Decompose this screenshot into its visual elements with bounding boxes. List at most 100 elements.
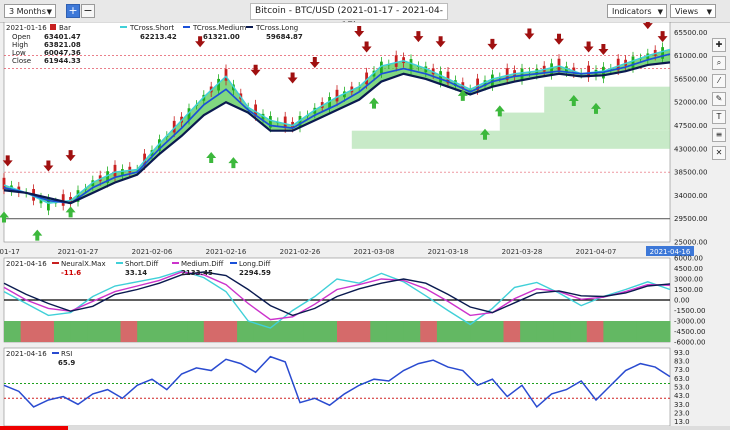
date-x-tick-label: 2021-03-18 bbox=[428, 248, 469, 256]
buy-arrow-icon bbox=[494, 105, 505, 117]
neuralx-bar bbox=[353, 321, 371, 342]
sell-arrow-icon bbox=[583, 41, 594, 53]
pencil-icon[interactable]: ✎ bbox=[712, 92, 726, 106]
diff-y-tick-label: 3000.00 bbox=[674, 276, 703, 284]
neuralx-bar bbox=[237, 321, 255, 342]
neuralx-bar bbox=[586, 321, 604, 342]
neuralx-bar bbox=[170, 321, 188, 342]
zoom-icon[interactable]: ⌕ bbox=[712, 56, 726, 70]
sell-arrow-icon bbox=[413, 31, 424, 43]
sell-arrow-icon bbox=[2, 155, 13, 167]
chevron-down-icon: ▼ bbox=[657, 8, 663, 16]
buy-arrow-icon bbox=[591, 102, 601, 114]
sell-arrow-icon bbox=[354, 25, 365, 37]
neuralx-bar bbox=[620, 321, 638, 342]
chart-area[interactable]: 65500.00 61000.00 56500.00 52000.00 47500.00… bbox=[0, 22, 730, 426]
neuralx-bar bbox=[70, 321, 88, 342]
zoom-in-button[interactable]: + bbox=[66, 4, 80, 18]
bar-legend-swatch bbox=[50, 24, 56, 30]
rsi-legend-date: 2021-04-16 bbox=[6, 350, 47, 358]
support-zone bbox=[544, 86, 670, 113]
tcross-medium-line bbox=[3, 53, 671, 205]
ohlc-label: Close bbox=[12, 57, 31, 65]
neuralx-bar bbox=[570, 321, 588, 342]
candle-body bbox=[328, 97, 331, 109]
rsi-legend-value: 65.9 bbox=[58, 359, 75, 367]
candle-body bbox=[76, 190, 80, 202]
progress-bar[interactable] bbox=[0, 426, 730, 430]
sell-arrow-icon bbox=[250, 64, 261, 76]
long-diff-line bbox=[3, 271, 671, 317]
series-legend-value: 59684.87 bbox=[266, 33, 303, 41]
indicators-select[interactable]: Indicators ▼ bbox=[607, 4, 667, 18]
ohlc-label: High bbox=[12, 41, 28, 49]
candle-body bbox=[550, 63, 553, 75]
rsi-y-tick-label: 73.0 bbox=[674, 366, 690, 374]
neuralx-bar bbox=[37, 321, 55, 342]
fib-tool-icon[interactable]: ≡ bbox=[712, 128, 726, 142]
current-date-marker bbox=[646, 246, 694, 256]
diff-y-tick-label: -6000.00 bbox=[674, 339, 705, 347]
neuralx-bar bbox=[453, 321, 471, 342]
sell-arrow-icon bbox=[43, 160, 54, 172]
diff-y-tick-label: -4500.00 bbox=[674, 328, 705, 336]
sell-arrow-icon bbox=[598, 44, 609, 56]
neuralx-bar bbox=[153, 321, 171, 342]
sell-arrow-icon bbox=[65, 150, 76, 162]
text-tool-icon[interactable]: T bbox=[712, 110, 726, 124]
neuralx-bar bbox=[120, 321, 138, 342]
sell-arrow-icon bbox=[435, 36, 446, 48]
sell-arrow-icon bbox=[554, 33, 564, 45]
neuralx-bar bbox=[187, 321, 205, 342]
series-legend-name: TCross.Medium bbox=[192, 24, 246, 32]
ohlc-value: 60047.36 bbox=[44, 49, 81, 57]
price-y-tick-label: 56500.00 bbox=[674, 75, 707, 83]
buy-arrow-icon bbox=[568, 95, 579, 107]
price-y-tick-label: 43000.00 bbox=[674, 145, 707, 153]
rsi-y-tick-label: 53.0 bbox=[674, 384, 690, 392]
date-x-tick-label: 2021-04-07 bbox=[576, 248, 617, 256]
candle-body bbox=[47, 198, 50, 211]
series-legend-name: TCross.Short bbox=[129, 24, 174, 32]
diff-y-tick-label: -1500.00 bbox=[674, 307, 705, 315]
candle-body bbox=[217, 78, 220, 91]
tcross-long-line bbox=[3, 61, 671, 205]
series-legend-value: 62213.42 bbox=[140, 33, 177, 41]
neuralx-bar bbox=[103, 321, 122, 342]
zoom-out-button[interactable]: − bbox=[81, 4, 95, 18]
neuralx-bar bbox=[337, 321, 355, 342]
candle-body bbox=[143, 153, 146, 166]
ohlc-label: Low bbox=[12, 49, 26, 57]
series-legend-value: 61321.00 bbox=[203, 33, 240, 41]
chart-title: Bitcoin - BTC/USD (2021-01-17 - 2021-04-… bbox=[250, 3, 448, 31]
diff-y-tick-label: 1500.00 bbox=[674, 286, 703, 294]
candle-body bbox=[61, 194, 65, 206]
crosshair-icon[interactable]: ✚ bbox=[712, 38, 726, 52]
rsi-y-tick-label: 23.0 bbox=[674, 410, 690, 418]
buy-arrow-icon bbox=[228, 157, 239, 169]
neuralx-bar bbox=[320, 321, 338, 342]
candle-body bbox=[298, 116, 302, 128]
ohlc-value: 63821.08 bbox=[44, 41, 81, 49]
buy-arrow-icon bbox=[480, 128, 490, 140]
diff-legend-value: 2294.59 bbox=[239, 269, 271, 277]
date-x-tick-label: 2021-03-08 bbox=[354, 248, 395, 256]
rsi-y-tick-label: 83.0 bbox=[674, 358, 690, 366]
neuralx-bar bbox=[403, 321, 421, 342]
date-x-tick-label: 2021-01-27 bbox=[58, 248, 99, 256]
line-tool-icon[interactable]: ⁄ bbox=[712, 74, 726, 88]
candle-body bbox=[557, 58, 561, 71]
candle-body bbox=[283, 116, 287, 129]
short-diff-line bbox=[3, 269, 671, 329]
indicators-label: Indicators bbox=[612, 7, 652, 16]
period-select[interactable]: 3 Months ▼ bbox=[4, 4, 56, 18]
candle-body bbox=[661, 47, 664, 59]
neuralx-bar bbox=[303, 321, 321, 342]
chevron-down-icon: ▼ bbox=[46, 8, 52, 16]
trash-icon[interactable]: ✕ bbox=[712, 146, 726, 160]
candle-body bbox=[476, 78, 479, 91]
candle-body bbox=[365, 72, 368, 85]
views-select[interactable]: Views ▼ bbox=[670, 4, 716, 18]
neuralx-bar bbox=[436, 321, 455, 342]
neuralx-bar bbox=[137, 321, 155, 342]
